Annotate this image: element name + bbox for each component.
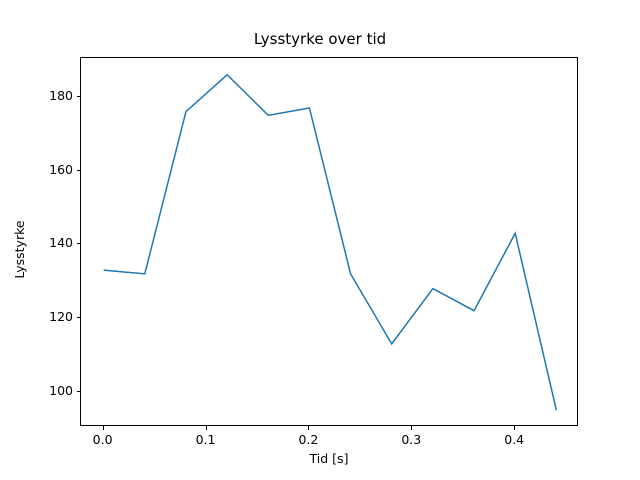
y-tick-label: 100 (49, 382, 73, 398)
x-axis-label: Tid [s] (309, 451, 349, 466)
line-series-plot (103, 73, 558, 411)
x-tick-mark (411, 426, 412, 430)
y-tick-mark (76, 243, 80, 244)
x-tick-mark (308, 426, 309, 430)
y-tick-label: 120 (49, 309, 73, 325)
series-line-lysstyrke (103, 73, 558, 411)
y-tick-label: 140 (49, 235, 73, 251)
x-tick-label: 0.3 (401, 432, 422, 447)
x-tick-mark (103, 426, 104, 430)
y-tick-label: 160 (49, 161, 73, 177)
y-tick-mark (76, 391, 80, 392)
x-tick-label: 0.1 (195, 432, 216, 447)
chart-title: Lysstyrke over tid (253, 30, 387, 48)
y-tick-label: 180 (49, 87, 73, 103)
plot-axes (80, 57, 578, 426)
y-tick-mark (76, 170, 80, 171)
x-tick-label: 0.0 (92, 432, 113, 447)
x-tick-label: 0.2 (298, 432, 319, 447)
y-tick-mark (76, 96, 80, 97)
x-tick-label: 0.4 (504, 432, 525, 447)
y-tick-mark (76, 317, 80, 318)
x-tick-mark (514, 426, 515, 430)
y-axis-label: Lysstyrke (12, 220, 27, 279)
x-tick-mark (206, 426, 207, 430)
